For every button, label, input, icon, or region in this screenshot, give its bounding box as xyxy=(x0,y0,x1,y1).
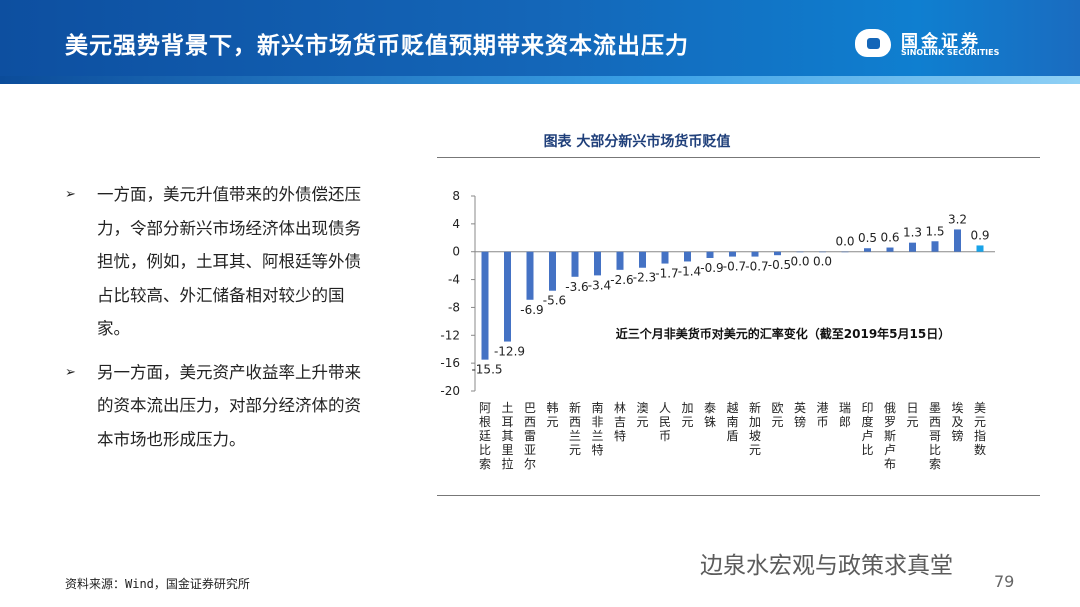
x-tick-label: 欧元 xyxy=(771,401,783,429)
bar xyxy=(504,251,511,342)
x-tick-label: 林吉特 xyxy=(614,401,626,443)
x-tick-label: 阿根廷比索 xyxy=(479,401,491,471)
x-tick-label: 港币 xyxy=(816,401,828,429)
x-tick-label: 俄罗斯卢布 xyxy=(884,401,896,471)
data-label: -6.9 xyxy=(520,303,543,317)
x-tick-label: 越南盾 xyxy=(726,401,738,443)
data-label: 0.0 xyxy=(835,235,854,249)
data-label: 1.3 xyxy=(903,226,922,240)
data-label: -15.5 xyxy=(471,363,502,377)
bar xyxy=(819,251,826,253)
bar xyxy=(886,247,894,252)
bar xyxy=(954,229,961,252)
watermark: 边泉水宏观与政策求真堂 xyxy=(700,553,953,579)
bar xyxy=(481,251,489,360)
bar xyxy=(931,241,939,252)
y-tick-label: -20 xyxy=(440,384,460,398)
logo-icon xyxy=(855,29,891,57)
bar xyxy=(774,251,781,256)
chart-title: 图表 大部分新兴市场货币贬值 xyxy=(543,134,731,150)
bullet-item: ➢ 一方面，美元升值带来的外债偿还压力，令部分新兴市场经济体出现债务担忧，例如，土… xyxy=(65,178,375,346)
logo-text-cn: 国金证券 xyxy=(901,32,981,52)
x-tick-label: 泰铢 xyxy=(704,401,716,429)
x-tick-label: 韩元 xyxy=(546,400,558,429)
y-tick-label: -12 xyxy=(440,328,460,342)
x-tick-label: 瑞郎 xyxy=(839,401,851,429)
bar xyxy=(976,245,984,252)
x-tick-label: 人民币 xyxy=(659,401,671,443)
y-tick-label: -8 xyxy=(448,300,460,314)
chart-top-rule xyxy=(437,157,1040,158)
arrow-bullet-icon: ➢ xyxy=(65,364,76,380)
logo-text-en: SINOLINK SECURITIES xyxy=(901,48,1000,57)
x-tick-label: 英镑 xyxy=(794,401,806,429)
data-label: 1.5 xyxy=(925,224,944,238)
data-label: -1.4 xyxy=(678,264,701,278)
bullet-text: 一方面，美元升值带来的外债偿还压力，令部分新兴市场经济体出现债务担忧，例如，土耳… xyxy=(97,185,361,338)
bar xyxy=(526,251,534,300)
data-label: -3.6 xyxy=(565,280,588,294)
page-number: 79 xyxy=(994,572,1015,591)
data-label: 0.5 xyxy=(858,231,877,245)
x-tick-label: 新西兰元 xyxy=(569,400,581,457)
x-tick-label: 日元 xyxy=(906,401,918,429)
chart-annotation: 近三个月非美货币对美元的汇率变化（截至2019年5月15日） xyxy=(616,326,950,341)
bar xyxy=(729,251,736,257)
data-label: -2.3 xyxy=(633,271,656,285)
company-logo: 国金证券 SINOLINK SECURITIES xyxy=(855,27,1030,59)
bar xyxy=(639,251,646,268)
y-tick-label: 8 xyxy=(452,189,460,203)
bar xyxy=(796,251,804,253)
bar xyxy=(864,248,871,252)
x-tick-label: 美元指数 xyxy=(974,401,986,457)
bullet-item: ➢ 另一方面，美元资产收益率上升带来的资本流出压力，对部分经济体的资本市场也形成压… xyxy=(65,356,375,457)
y-tick-label: -16 xyxy=(440,356,460,370)
data-label: -1.7 xyxy=(655,267,678,281)
x-tick-label: 印度卢比 xyxy=(861,401,873,457)
header-banner: 美元强势背景下，新兴市场货币贬值预期带来资本流出压力 国金证券 SINOLINK… xyxy=(0,0,1080,84)
bar xyxy=(616,251,624,270)
x-tick-label: 加元 xyxy=(681,401,693,429)
y-tick-label: 0 xyxy=(452,245,460,259)
bullet-list: ➢ 一方面，美元升值带来的外债偿还压力，令部分新兴市场经济体出现债务担忧，例如，土… xyxy=(65,178,375,466)
chart-bottom-rule xyxy=(437,495,1040,496)
data-label: -2.6 xyxy=(610,273,633,287)
data-label: 3.2 xyxy=(948,212,967,226)
data-label: 0.0 xyxy=(790,255,809,269)
y-tick-label: -4 xyxy=(448,273,460,287)
bar xyxy=(661,251,669,264)
x-tick-label: 新加坡元 xyxy=(749,400,761,457)
x-tick-label: 巴西雷亚尔 xyxy=(524,401,536,471)
data-label: -3.4 xyxy=(588,278,611,292)
x-tick-label: 埃及镑 xyxy=(951,401,963,443)
data-label: 0.0 xyxy=(813,255,832,269)
page-title: 美元强势背景下，新兴市场货币贬值预期带来资本流出压力 xyxy=(65,33,689,59)
y-tick-label: 4 xyxy=(452,217,460,231)
x-tick-label: 墨西哥比索 xyxy=(929,401,941,471)
bullet-text: 另一方面，美元资产收益率上升带来的资本流出压力，对部分经济体的资本市场也形成压力… xyxy=(97,362,361,449)
x-tick-label: 澳元 xyxy=(636,401,648,429)
data-label: 0.6 xyxy=(880,231,899,245)
data-label: -5.6 xyxy=(543,294,566,308)
x-tick-label: 南非兰特 xyxy=(591,400,603,457)
data-label: -0.7 xyxy=(723,260,746,274)
x-tick-label: 土耳其里拉 xyxy=(501,401,513,471)
data-label: 0.9 xyxy=(970,228,989,242)
data-label: -12.9 xyxy=(494,345,525,359)
bar xyxy=(684,251,691,262)
arrow-bullet-icon: ➢ xyxy=(65,187,76,202)
bar xyxy=(909,242,916,252)
data-label: -0.9 xyxy=(700,261,723,275)
bar xyxy=(594,251,601,276)
data-label: -0.7 xyxy=(745,260,768,274)
bar xyxy=(571,251,579,277)
data-label: -0.5 xyxy=(768,258,791,272)
bar xyxy=(706,251,714,258)
source-note: 资料来源：Wind，国金证券研究所 xyxy=(65,577,250,591)
bar xyxy=(751,251,759,257)
bar xyxy=(841,251,849,253)
bar xyxy=(549,251,556,291)
